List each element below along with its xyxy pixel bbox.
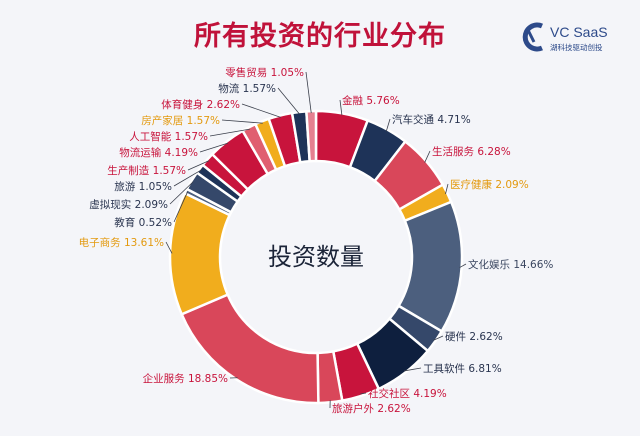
leader-line-16 (199, 142, 229, 153)
leader-line-4 (445, 183, 449, 195)
leader-line-14 (173, 169, 202, 187)
slice-label-18: 房产家居 1.57% (141, 114, 220, 127)
slice-label-1: 金融 5.76% (342, 94, 400, 107)
leader-line-20 (277, 87, 300, 115)
slice-label-6: 硬件 2.62% (445, 331, 503, 343)
leader-line-3 (424, 150, 431, 163)
center-label: 投资数量 (268, 243, 364, 271)
leader-line-13 (169, 181, 194, 205)
leader-line-6 (433, 335, 444, 341)
logo-mark-icon (522, 22, 543, 52)
leader-line-18 (221, 119, 263, 124)
slice-label-19: 体育健身 2.62% (161, 98, 240, 111)
slice-label-4: 医疗健康 2.09% (450, 178, 529, 191)
slice-label-11: 电子商务 13.61% (79, 236, 164, 249)
slice-label-16: 物流运输 4.19% (119, 146, 198, 159)
logo-tagline: 湖科技驱动创投 (550, 43, 603, 52)
leader-line-15 (187, 160, 210, 171)
vc-saas-logo: VC SaaS 湖科技驱动创投 (520, 22, 630, 58)
slice-21 (305, 109, 318, 163)
leader-line-2 (385, 118, 391, 132)
leader-line-8 (360, 392, 367, 395)
slice-label-8: 社交社区 4.19% (368, 387, 447, 400)
page-title: 所有投资的行业分布 (194, 21, 446, 52)
slice-label-7: 工具软件 6.81% (423, 362, 502, 375)
leader-line-21 (305, 71, 312, 114)
leader-line-11 (165, 241, 173, 254)
leader-line-17 (209, 128, 250, 137)
slice-label-10: 企业服务 18.85% (143, 372, 228, 385)
leader-line-5 (459, 263, 467, 268)
slice-label-9: 旅游户外 2.62% (332, 402, 411, 415)
slice-label-3: 生活服务 6.28% (432, 145, 511, 158)
slice-10 (180, 292, 320, 405)
logo-name: VC SaaS (550, 24, 608, 40)
slice-label-17: 人工智能 1.57% (129, 130, 208, 143)
slice-label-14: 旅游 1.05% (114, 180, 172, 193)
slice-label-13: 虚拟现实 2.09% (89, 198, 168, 211)
leader-line-12 (173, 191, 188, 223)
slice-label-20: 物流 1.57% (218, 82, 276, 95)
slice-label-12: 教育 0.52% (114, 216, 172, 229)
slice-label-5: 文化娱乐 14.66% (468, 258, 553, 271)
leader-line-7 (404, 367, 422, 372)
slice-label-2: 汽车交通 4.71% (392, 113, 471, 126)
leader-line-1 (339, 99, 343, 116)
leader-line-19 (241, 103, 281, 118)
slice-label-21: 零售贸易 1.05% (225, 66, 304, 79)
slice-label-15: 生产制造 1.57% (107, 164, 186, 177)
